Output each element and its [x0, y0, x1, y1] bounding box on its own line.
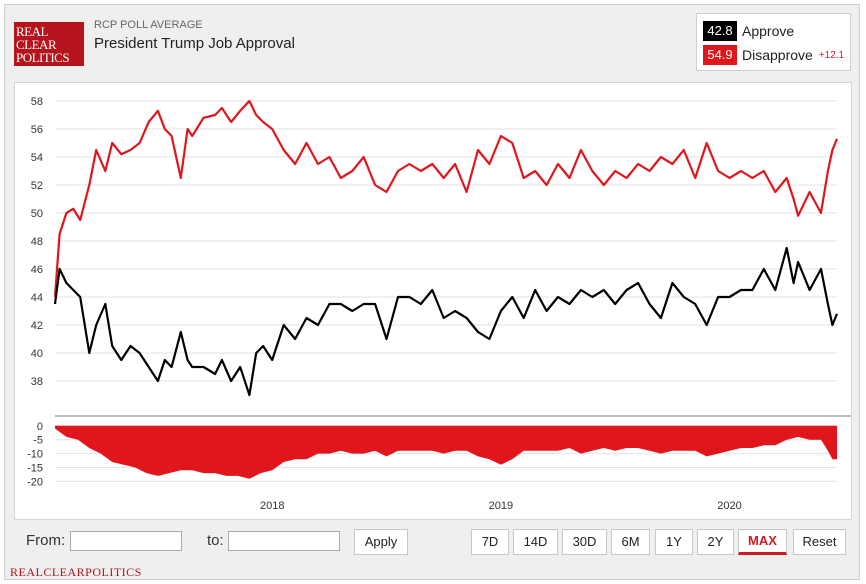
approve-label: Approve [742, 23, 795, 39]
approve-value: 42.8 [703, 21, 737, 41]
spread-tick-label--20: -20 [27, 476, 43, 488]
spread-value: +12.1 [818, 49, 845, 61]
y-tick-label-40: 40 [31, 348, 43, 360]
series-line-disapprove [53, 99, 839, 298]
spread-tick-label--10: -10 [27, 449, 43, 461]
footer-brand: REALCLEARPOLITICS [10, 565, 142, 579]
y-tick-label-38: 38 [31, 376, 43, 388]
x-tick-label-2019: 2019 [489, 500, 513, 512]
spread-tick-label--5: -5 [33, 435, 43, 447]
chart-svg[interactable]: 38 40 42 44 46 48 50 52 54 56 58 0 -5 -10 -15-20 2018 20… [15, 83, 851, 519]
legend-disapprove: 54.9 Disapprove +12.1 [703, 45, 844, 65]
disapprove-label: Disapprove [742, 47, 813, 63]
range-7d-button[interactable]: 7D [471, 529, 509, 555]
spread-tick-label--15: -15 [27, 463, 43, 475]
y-tick-label-56: 56 [31, 124, 43, 136]
y-tick-label-42: 42 [31, 320, 43, 332]
y-tick-label-46: 46 [31, 264, 43, 276]
apply-button[interactable]: Apply [354, 529, 408, 555]
to-label: to: [207, 532, 224, 549]
from-label: From: [26, 532, 66, 549]
chart-area[interactable]: 38 40 42 44 46 48 50 52 54 56 58 0 -5 -10 -15 -20 2018 20… [14, 82, 852, 520]
legend-box: 42.8 Approve 54.9 Disapprove +12.1 [696, 13, 851, 71]
spread-area [55, 425, 837, 479]
x-tick-label-2018: 2018 [260, 500, 284, 512]
range-30d-button[interactable]: 30D [562, 529, 607, 555]
range-6m-button[interactable]: 6M [611, 529, 650, 555]
logo-line-2: CLEAR [16, 37, 57, 52]
chart-title: President Trump Job Approval [94, 35, 295, 52]
x-tick-label-2020: 2020 [717, 500, 741, 512]
rcp-logo: REAL CLEAR POLITICS [14, 22, 84, 66]
from-date-input[interactable] [70, 531, 182, 551]
y-tick-label-44: 44 [31, 292, 43, 304]
logo-line-1: REAL [16, 24, 48, 39]
disapprove-value: 54.9 [703, 45, 737, 65]
y-tick-label-58: 58 [31, 96, 43, 108]
range-14d-button[interactable]: 14D [513, 529, 558, 555]
series-line-approve [53, 246, 839, 397]
range-max-button[interactable]: MAX [738, 529, 787, 555]
y-tick-label-54: 54 [31, 152, 43, 164]
y-tick-label-52: 52 [31, 180, 43, 192]
to-date-input[interactable] [228, 531, 340, 551]
y-tick-label-50: 50 [31, 208, 43, 220]
range-2y-button[interactable]: 2Y [697, 529, 734, 555]
y-tick-label-48: 48 [31, 236, 43, 248]
range-1y-button[interactable]: 1Y [655, 529, 693, 555]
logo-line-3: POLITICS [16, 50, 70, 65]
legend-approve: 42.8 Approve [703, 21, 794, 41]
source-label: RCP POLL AVERAGE [94, 19, 203, 31]
spread-tick-label-0: 0 [37, 421, 43, 433]
reset-button[interactable]: Reset [793, 529, 846, 555]
